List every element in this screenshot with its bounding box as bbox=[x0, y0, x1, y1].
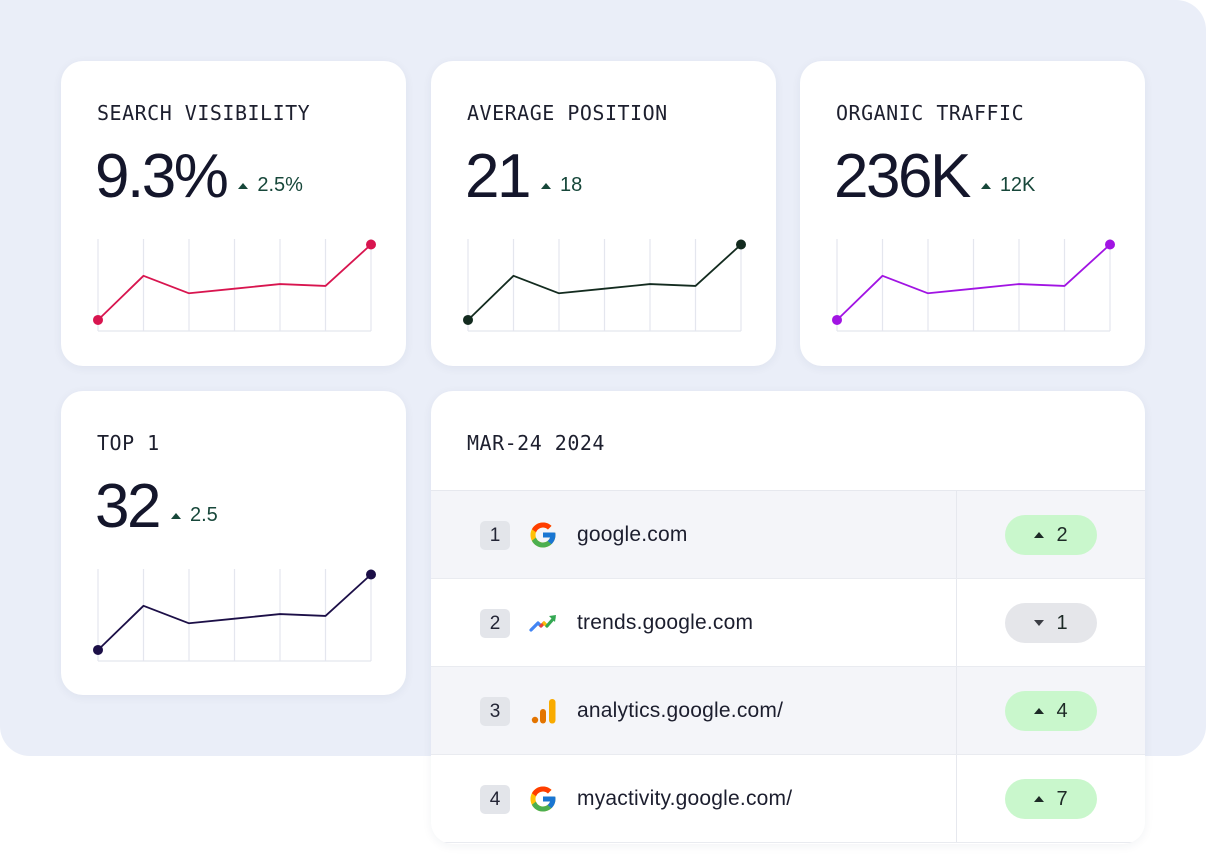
triangle-up-icon bbox=[170, 512, 181, 519]
rank-change-badge: 7 bbox=[1005, 779, 1097, 819]
average-position-card: AVERAGE POSITION 21 18 bbox=[431, 61, 776, 366]
trends-icon bbox=[528, 608, 558, 638]
domain-link[interactable]: google.com bbox=[577, 523, 688, 546]
column-divider bbox=[956, 579, 957, 666]
table-row[interactable]: 2 trends.google.com 1 bbox=[431, 579, 1145, 667]
triangle-up-icon bbox=[980, 182, 991, 189]
rank-change-value: 7 bbox=[1056, 787, 1068, 810]
domain-link[interactable]: analytics.google.com/ bbox=[577, 699, 784, 722]
rankings-table: 1 google.com 2 2 trends.google.com 1 3 analytic… bbox=[431, 490, 1145, 843]
metric-delta: 12K bbox=[980, 174, 1036, 197]
trend-end-point bbox=[366, 569, 376, 580]
trend-start-point bbox=[463, 314, 473, 325]
trend-end-point bbox=[736, 239, 746, 250]
metric-delta-value: 2.5 bbox=[189, 504, 218, 526]
trend-line bbox=[97, 243, 372, 321]
analytics-icon bbox=[528, 696, 558, 726]
metric-value: 21 bbox=[465, 142, 531, 211]
metric-title: TOP 1 bbox=[97, 431, 160, 455]
trend-line bbox=[97, 573, 372, 651]
sparkline-chart bbox=[463, 239, 746, 332]
sparkline-chart bbox=[93, 239, 376, 332]
rank-badge: 1 bbox=[480, 521, 510, 550]
rank-change-badge: 1 bbox=[1005, 603, 1097, 643]
metric-delta: 2.5% bbox=[238, 174, 303, 197]
column-divider bbox=[956, 491, 957, 578]
column-divider bbox=[956, 755, 957, 842]
metric-delta-value: 18 bbox=[559, 174, 583, 196]
top-1-card: TOP 1 32 2.5 bbox=[61, 391, 406, 695]
sparkline-chart bbox=[93, 569, 376, 662]
rank-change-badge: 2 bbox=[1005, 515, 1097, 555]
triangle-up-icon bbox=[1034, 708, 1045, 714]
rank-badge: 2 bbox=[480, 609, 510, 638]
trend-start-point bbox=[832, 314, 842, 325]
rankings-table-card: MAR-24 2024 1 google.com 2 2 trends.google.c… bbox=[431, 391, 1145, 844]
google-g-icon bbox=[528, 784, 558, 814]
table-row[interactable]: 3 analytics.google.com/4 bbox=[431, 667, 1145, 755]
metric-title: ORGANIC TRAFFIC bbox=[836, 101, 1025, 125]
domain-link[interactable]: myactivity.google.com/ bbox=[577, 787, 793, 810]
rank-badge: 4 bbox=[480, 785, 510, 814]
trend-line bbox=[467, 243, 742, 321]
rank-change-value: 1 bbox=[1056, 611, 1068, 634]
table-row[interactable]: 4 myactivity.google.com/7 bbox=[431, 755, 1145, 843]
trend-end-point bbox=[1105, 239, 1115, 250]
google-g-icon bbox=[528, 520, 558, 550]
metric-value: 9.3% bbox=[95, 142, 229, 211]
metric-title: SEARCH VISIBILITY bbox=[97, 101, 311, 125]
search-visibility-card: SEARCH VISIBILITY 9.3% 2.5% bbox=[61, 61, 406, 366]
triangle-up-icon bbox=[238, 182, 249, 189]
metric-value: 32 bbox=[95, 472, 161, 541]
sparkline-chart bbox=[832, 239, 1115, 332]
triangle-up-icon bbox=[1034, 796, 1045, 802]
metric-title: AVERAGE POSITION bbox=[467, 101, 668, 125]
rank-change-value: 2 bbox=[1056, 523, 1068, 546]
rank-change-badge: 4 bbox=[1005, 691, 1097, 731]
triangle-up-icon bbox=[540, 182, 551, 189]
domain-link[interactable]: trends.google.com bbox=[577, 611, 754, 634]
triangle-down-icon bbox=[1034, 620, 1045, 626]
column-divider bbox=[956, 667, 957, 754]
metric-delta: 2.5 bbox=[170, 504, 218, 527]
metric-delta-value: 12K bbox=[999, 174, 1036, 196]
trend-start-point bbox=[93, 644, 103, 655]
metric-value: 236K bbox=[834, 142, 971, 211]
metric-delta: 18 bbox=[540, 174, 583, 197]
trend-line bbox=[836, 243, 1111, 321]
metric-delta-value: 2.5% bbox=[257, 174, 303, 196]
rank-badge: 3 bbox=[480, 697, 510, 726]
table-row[interactable]: 1 google.com 2 bbox=[431, 491, 1145, 579]
trend-start-point bbox=[93, 314, 103, 325]
trend-end-point bbox=[366, 239, 376, 250]
rank-change-value: 4 bbox=[1056, 699, 1068, 722]
table-date-title: MAR-24 2024 bbox=[467, 431, 605, 455]
organic-traffic-card: ORGANIC TRAFFIC 236K 12K bbox=[800, 61, 1145, 366]
triangle-up-icon bbox=[1034, 532, 1045, 538]
